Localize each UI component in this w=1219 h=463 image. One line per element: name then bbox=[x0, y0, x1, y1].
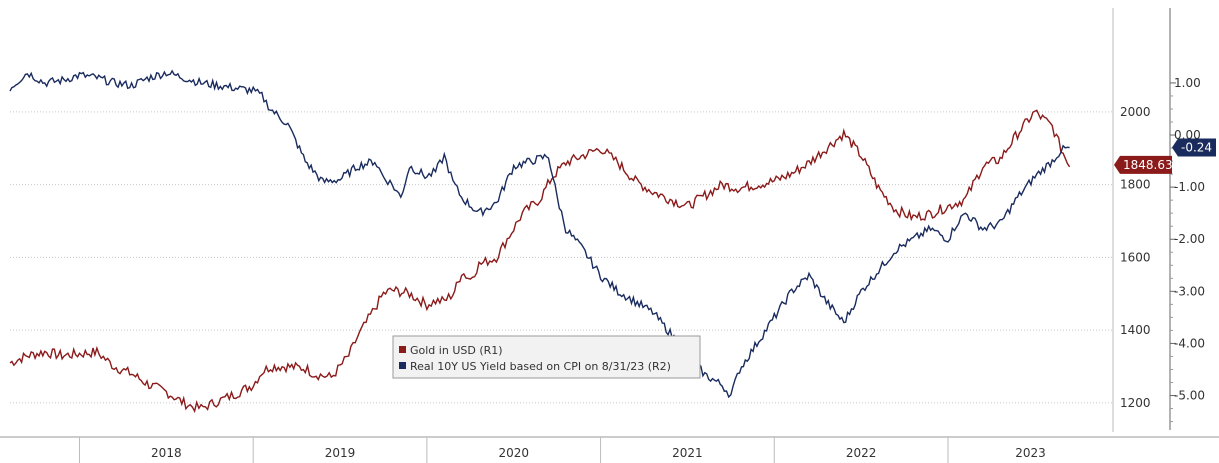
gold-last-value-tag bbox=[1114, 155, 1172, 174]
yield-last-value-label: -0.24 bbox=[1181, 141, 1212, 155]
left-tick-label: 1800 bbox=[1120, 178, 1151, 192]
series-layer bbox=[9, 69, 1071, 414]
left-tick-label: 1600 bbox=[1120, 250, 1151, 264]
right-tick-label: -5.00 bbox=[1174, 389, 1205, 403]
x-tick-label-2023: 2023 bbox=[1015, 446, 1046, 460]
yield-last-value-tag bbox=[1172, 138, 1216, 157]
series-line-yield bbox=[9, 69, 1070, 399]
legend-label-yield: Real 10Y US Yield based on CPI on 8/31/2… bbox=[410, 360, 671, 373]
gold-last-value-label: 1848.63 bbox=[1123, 158, 1173, 172]
grid-lines bbox=[10, 111, 1113, 404]
right-tick-label: -4.00 bbox=[1174, 336, 1205, 350]
left-tick-label: 1400 bbox=[1120, 323, 1151, 337]
right-tick-label: 1.00 bbox=[1174, 76, 1201, 90]
x-tick-label-2019: 2019 bbox=[325, 446, 356, 460]
x-tick-label-2018: 2018 bbox=[151, 446, 182, 460]
legend-swatch-gold bbox=[399, 346, 406, 353]
right-tick-label: 0.00 bbox=[1174, 128, 1201, 142]
last-value-tags: 1848.63 -0.24 bbox=[1114, 138, 1216, 174]
axes: 1200 1400 1600 1800 2000 1.00 0.00 -1.00 -2.00 -3… bbox=[0, 8, 1219, 463]
x-tick-label-2020: 2020 bbox=[498, 446, 529, 460]
legend-box bbox=[392, 335, 701, 379]
right-tick-label: -3.00 bbox=[1174, 284, 1205, 298]
x-tick-label-2021: 2021 bbox=[672, 446, 703, 460]
right-tick-label: -1.00 bbox=[1174, 180, 1205, 194]
x-tick-label-2022: 2022 bbox=[846, 446, 877, 460]
left-tick-label: 2000 bbox=[1120, 105, 1151, 119]
legend-swatch-yield bbox=[399, 362, 406, 369]
right-tick-label: -2.00 bbox=[1174, 232, 1205, 246]
left-tick-label: 1200 bbox=[1120, 396, 1151, 410]
legend-label-gold: Gold in USD (R1) bbox=[410, 344, 503, 357]
legend: Gold in USD (R1) Real 10Y US Yield based… bbox=[392, 335, 701, 379]
